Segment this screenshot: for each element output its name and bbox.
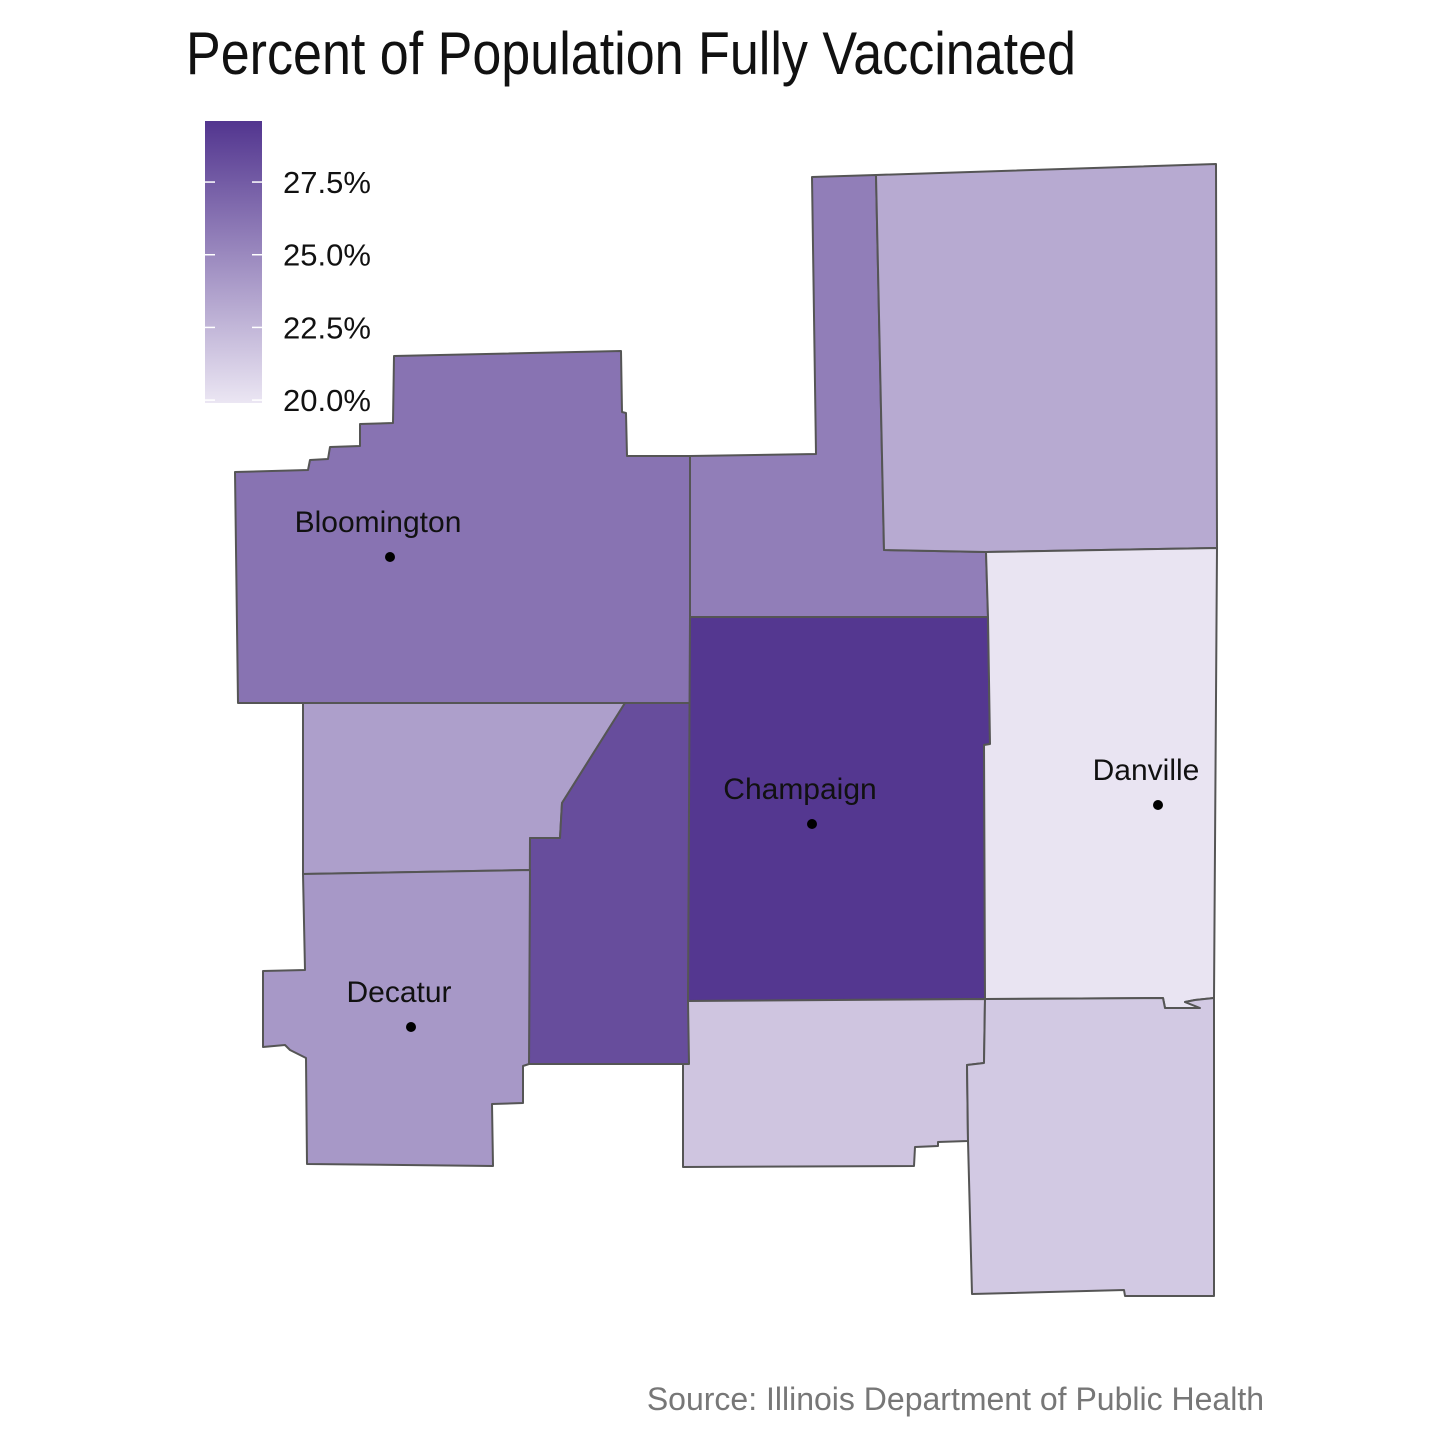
county-mclean[interactable] xyxy=(234,350,691,704)
county-iroquois[interactable] xyxy=(875,163,1218,553)
county-edgar[interactable] xyxy=(966,997,1215,1297)
color-legend: 27.5% 25.0% 22.5% 20.0% xyxy=(205,121,371,418)
county-macon[interactable] xyxy=(262,869,531,1167)
city-label: Danville xyxy=(1093,754,1200,787)
counties-layer xyxy=(234,163,1218,1297)
city-champaign: Champaign xyxy=(723,773,877,829)
cities-layer: Bloomington Champaign Danville Decatur xyxy=(295,506,1200,1032)
legend-tick-label: 25.0% xyxy=(283,238,371,273)
county-douglas[interactable] xyxy=(682,998,986,1168)
city-marker xyxy=(406,1022,416,1032)
legend-colorbar xyxy=(205,121,262,403)
city-label: Champaign xyxy=(723,773,876,806)
legend-ticks: 27.5% 25.0% 22.5% 20.0% xyxy=(205,165,371,418)
city-danville: Danville xyxy=(1093,754,1200,810)
legend-tick-label: 27.5% xyxy=(283,165,371,200)
city-marker xyxy=(807,819,817,829)
city-bloomington: Bloomington xyxy=(295,506,462,562)
legend-tick-label: 20.0% xyxy=(283,383,371,418)
city-label: Bloomington xyxy=(295,506,462,539)
map-title: Percent of Population Fully Vaccinated xyxy=(186,20,1076,87)
city-decatur: Decatur xyxy=(346,976,452,1032)
city-label: Decatur xyxy=(346,976,451,1009)
city-marker xyxy=(1153,800,1163,810)
source-note: Source: Illinois Department of Public He… xyxy=(647,1381,1264,1417)
city-marker xyxy=(385,552,395,562)
county-champaign[interactable] xyxy=(687,616,991,1002)
legend-tick-label: 22.5% xyxy=(283,310,371,345)
